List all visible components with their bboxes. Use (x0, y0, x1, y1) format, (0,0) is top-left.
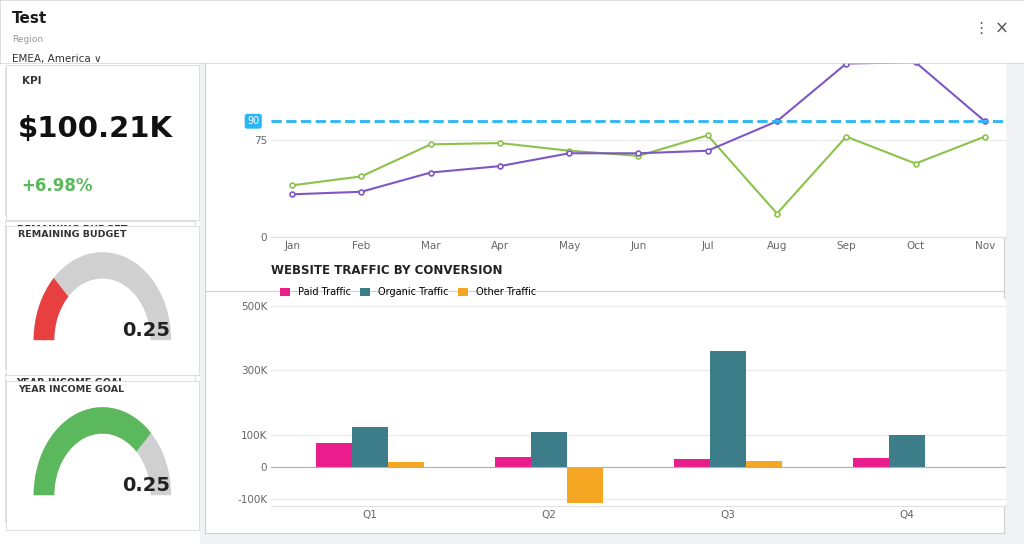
Bar (889, 435, 925, 467)
Text: $100.21K: $100.21K (16, 109, 171, 137)
Wedge shape (27, 243, 173, 329)
Text: WEBSITE TRAFFIC BY CONVERSION: WEBSITE TRAFFIC BY CONVERSION (271, 264, 503, 277)
Wedge shape (34, 252, 171, 340)
Text: Region: Region (12, 35, 43, 44)
Bar (710, 351, 745, 467)
Text: SPEND VS BUDGET: SPEND VS BUDGET (271, 17, 396, 30)
Text: KPI: KPI (16, 75, 36, 85)
Text: +6.98%: +6.98% (22, 177, 93, 195)
Text: $100.21K: $100.21K (17, 115, 173, 143)
Wedge shape (27, 395, 173, 482)
Bar (496, 458, 531, 467)
Legend: Paid Traffic, Organic Traffic, Other Traffic: Paid Traffic, Organic Traffic, Other Tra… (276, 283, 540, 301)
Text: 0.25: 0.25 (123, 469, 174, 490)
Bar (745, 461, 781, 467)
Wedge shape (34, 407, 171, 495)
Wedge shape (27, 395, 152, 482)
Bar (674, 459, 710, 467)
Bar (316, 443, 352, 467)
Text: 0.25: 0.25 (122, 321, 170, 340)
Wedge shape (27, 268, 62, 329)
Text: +6.98%: +6.98% (16, 174, 88, 191)
Text: Test: Test (16, 15, 52, 29)
Text: 0.25: 0.25 (122, 476, 170, 495)
Text: 90: 90 (247, 116, 259, 126)
Text: REMAINING BUDGET: REMAINING BUDGET (16, 225, 127, 236)
Legend: Spend, Budget, Spend Goal: Spend, Budget, Spend Goal (276, 39, 493, 57)
Text: ×: × (994, 19, 1009, 37)
Bar (531, 432, 567, 467)
Bar (388, 462, 424, 467)
Text: ⋮: ⋮ (973, 21, 988, 36)
Text: KPI: KPI (22, 76, 41, 86)
Text: YEAR INCOME GOAL: YEAR INCOME GOAL (17, 385, 124, 394)
Bar (567, 467, 603, 503)
Wedge shape (34, 278, 69, 340)
Wedge shape (34, 407, 151, 495)
Bar (352, 427, 388, 467)
Text: EMEA, America ∨: EMEA, America ∨ (12, 54, 102, 64)
Text: Region: Region (16, 37, 48, 46)
Text: YEAR INCOME GOAL: YEAR INCOME GOAL (16, 378, 125, 388)
Bar (853, 459, 889, 467)
Text: EMEA, America ∨: EMEA, America ∨ (16, 54, 106, 64)
Text: REMAINING BUDGET: REMAINING BUDGET (17, 230, 126, 239)
Text: Test: Test (12, 11, 47, 26)
Text: 0.25: 0.25 (123, 317, 174, 337)
